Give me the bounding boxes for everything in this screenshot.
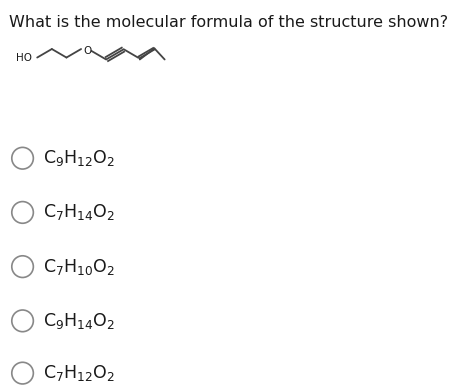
Text: What is the molecular formula of the structure shown?: What is the molecular formula of the str… — [9, 15, 448, 30]
Text: C$_{7}$H$_{14}$O$_{2}$: C$_{7}$H$_{14}$O$_{2}$ — [43, 202, 115, 222]
Text: C$_{9}$H$_{14}$O$_{2}$: C$_{9}$H$_{14}$O$_{2}$ — [43, 311, 115, 331]
Text: C$_{9}$H$_{12}$O$_{2}$: C$_{9}$H$_{12}$O$_{2}$ — [43, 148, 115, 168]
Text: C$_{7}$H$_{10}$O$_{2}$: C$_{7}$H$_{10}$O$_{2}$ — [43, 257, 115, 277]
Text: HO: HO — [16, 53, 32, 62]
Text: C$_{7}$H$_{12}$O$_{2}$: C$_{7}$H$_{12}$O$_{2}$ — [43, 363, 115, 383]
Text: O: O — [83, 46, 91, 56]
